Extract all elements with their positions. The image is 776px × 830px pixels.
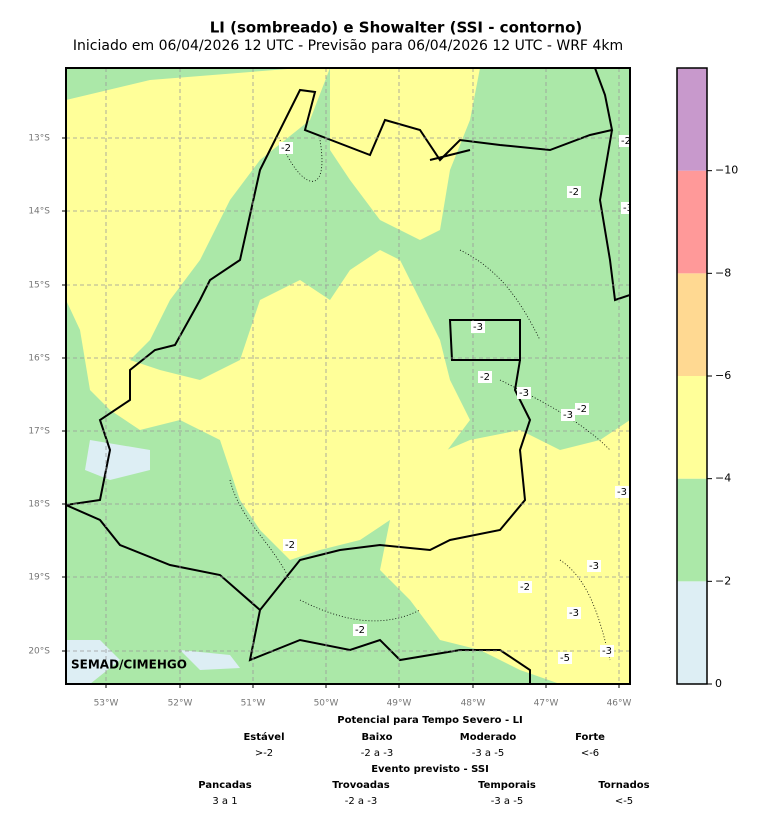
li-shading bbox=[66, 150, 120, 250]
ssi-contour bbox=[229, 139, 611, 661]
state-border bbox=[66, 68, 630, 684]
legend-name: Temporais bbox=[478, 780, 536, 791]
contour-label-bg bbox=[478, 371, 492, 383]
lon-label: 52°W bbox=[168, 699, 193, 709]
contour-label-bg bbox=[567, 607, 581, 619]
contour-label: -3 bbox=[623, 203, 633, 214]
contour-label-bg bbox=[471, 321, 485, 333]
contour-label: -3 bbox=[589, 561, 599, 572]
contour-label: -3 bbox=[473, 322, 483, 333]
map-frame bbox=[65, 67, 631, 685]
lat-label: 16°S bbox=[28, 354, 50, 364]
contour-label: -5 bbox=[560, 653, 570, 664]
colorbar-bin bbox=[677, 581, 707, 684]
colorbar-tick-label: −2 bbox=[715, 574, 731, 587]
lat-label: 15°S bbox=[28, 281, 50, 291]
li-shading bbox=[180, 650, 240, 670]
lat-label: 19°S bbox=[28, 573, 50, 583]
colorbar-tick-label: −6 bbox=[715, 369, 731, 382]
colorbar-bin bbox=[677, 170, 707, 274]
credit: SEMAD/CIMEHGO bbox=[71, 658, 187, 672]
contour-label: -3 bbox=[602, 646, 612, 657]
legend-range: -2 a -3 bbox=[345, 796, 377, 807]
legend-name: Estável bbox=[243, 731, 284, 743]
colorbar-bin bbox=[677, 68, 707, 171]
contour-label: -2 bbox=[569, 187, 579, 198]
contour-label: -3 bbox=[617, 487, 627, 498]
contour-label-bg bbox=[600, 645, 614, 657]
subtitle: Iniciado em 06/04/2026 12 UTC - Previsão… bbox=[73, 38, 623, 54]
legend-title: Potencial para Tempo Severo - LI bbox=[337, 715, 522, 726]
lon-label: 46°W bbox=[607, 699, 632, 709]
contour-label: -3 bbox=[563, 410, 573, 421]
legend-range: <-5 bbox=[615, 796, 633, 807]
lat-label: 13°S bbox=[28, 134, 50, 144]
li-shading bbox=[66, 640, 120, 684]
contour-label-bg bbox=[353, 624, 367, 636]
contour-label-bg bbox=[619, 135, 630, 147]
legend-range: >-2 bbox=[255, 748, 273, 759]
contour-label: -2 bbox=[621, 136, 631, 147]
li-shading bbox=[85, 440, 150, 480]
legend-range: <-6 bbox=[581, 748, 599, 759]
lat-label: 17°S bbox=[28, 427, 50, 437]
contour-label-bg bbox=[279, 142, 293, 154]
legend-name: Moderado bbox=[460, 732, 517, 743]
lon-label: 53°W bbox=[94, 699, 119, 709]
colorbar-tick-label: −8 bbox=[715, 266, 731, 279]
colorbar-tick-label: 0 bbox=[715, 677, 722, 690]
colorbar-tick-label: −10 bbox=[715, 164, 738, 177]
colorbar-bin bbox=[677, 478, 707, 582]
lon-label: 48°W bbox=[461, 699, 486, 709]
legend-range: -3 a -5 bbox=[491, 796, 523, 807]
lon-label: 50°W bbox=[314, 699, 339, 709]
lon-label: 51°W bbox=[241, 699, 266, 709]
contour-label: -2 bbox=[355, 625, 365, 636]
legend-name: Forte bbox=[575, 732, 605, 743]
li-shading bbox=[66, 68, 470, 560]
contour-label: -2 bbox=[285, 540, 295, 551]
contour-label: -2 bbox=[520, 582, 530, 593]
contour-label-bg bbox=[517, 387, 531, 399]
map-area: -2 -2 -2 -3 -3 -2 -3 -2 -3 -3 -2 -3 -2 -3 -2 -3 -5 bbox=[66, 68, 633, 684]
legend-name: Pancadas bbox=[198, 780, 252, 791]
contour-label-bg bbox=[283, 539, 297, 551]
legend-title: Evento previsto - SSI bbox=[371, 764, 489, 775]
li-shading bbox=[330, 68, 480, 240]
contour-label-bg bbox=[615, 486, 629, 498]
contour-label: -2 bbox=[577, 404, 587, 415]
lon-label: 49°W bbox=[387, 699, 412, 709]
legend-name: Tornados bbox=[598, 780, 649, 791]
contour-label-bg bbox=[567, 186, 581, 198]
contour-label-bg bbox=[621, 202, 630, 214]
legend-name: Trovoadas bbox=[332, 780, 390, 791]
contour-label-bg bbox=[575, 403, 589, 415]
legend-range: -3 a -5 bbox=[472, 748, 504, 759]
lat-label: 18°S bbox=[28, 500, 50, 510]
legend-range: 3 a 1 bbox=[212, 796, 237, 807]
contour-label: -3 bbox=[569, 608, 579, 619]
lat-label: 20°S bbox=[28, 647, 50, 657]
title: LI (sombreado) e Showalter (SSI - contor… bbox=[210, 19, 583, 37]
contour-label: -2 bbox=[281, 143, 291, 154]
contour-label-bg bbox=[518, 581, 532, 593]
lon-label: 47°W bbox=[534, 699, 559, 709]
colorbar-tick-label: −4 bbox=[715, 472, 731, 485]
contour-label-bg bbox=[587, 560, 601, 572]
legend-name: Baixo bbox=[361, 732, 392, 743]
lat-label: 14°S bbox=[28, 207, 50, 217]
legend-range: -2 a -3 bbox=[361, 748, 393, 759]
colorbar-bin bbox=[677, 273, 707, 376]
contour-label: -2 bbox=[480, 372, 490, 383]
contour-label-bg bbox=[558, 652, 572, 664]
colorbar-bin bbox=[677, 376, 707, 479]
contour-label-bg bbox=[561, 409, 575, 421]
contour-label: -3 bbox=[519, 388, 529, 399]
